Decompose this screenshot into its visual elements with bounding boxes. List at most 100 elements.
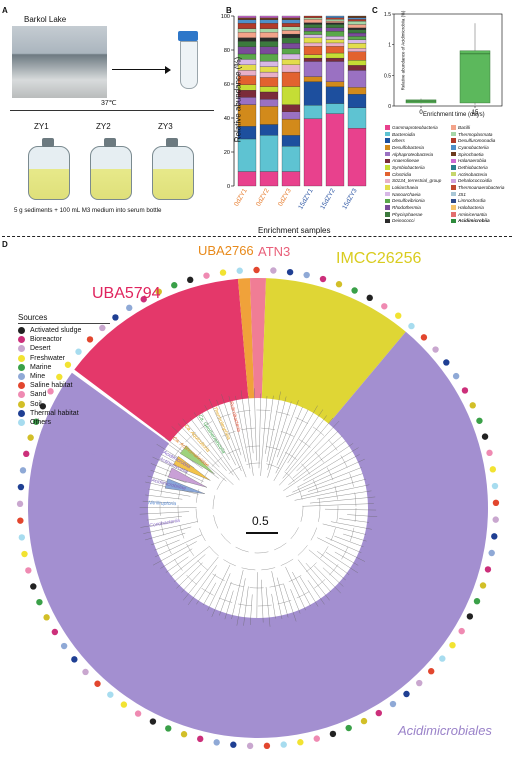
source-dot <box>107 691 113 697</box>
source-dot <box>18 327 25 334</box>
serum-bottle-2 <box>90 146 132 200</box>
legend-item: Thermoplasmata <box>451 131 513 138</box>
bar-segment <box>282 112 300 119</box>
bar-segment <box>260 29 278 33</box>
source-item: Desert <box>18 344 110 353</box>
bar-segment <box>348 108 366 128</box>
bar-segment <box>304 24 322 27</box>
bar-segment <box>282 87 300 105</box>
source-dot <box>112 314 118 320</box>
source-dot <box>18 345 25 352</box>
y-tick-label: 60 <box>224 82 230 88</box>
source-label: Mine <box>30 373 45 380</box>
bar-segment <box>348 40 366 43</box>
legend-label: Aminicenantia <box>458 212 487 217</box>
source-dot <box>52 629 58 635</box>
source-dot <box>237 268 243 274</box>
legend-swatch <box>451 192 456 197</box>
arrow-head-icon <box>165 66 171 74</box>
bar-segment <box>326 24 344 27</box>
legend-swatch <box>385 125 390 130</box>
y-tick-label: 40 <box>224 116 230 122</box>
legend-item: Limnochordia <box>451 198 513 205</box>
legend-swatch <box>451 138 456 143</box>
legend-swatch <box>385 185 390 190</box>
legend-item: Phycisphaerae <box>385 211 447 218</box>
legend-swatch <box>385 138 390 143</box>
bar-segment <box>348 18 366 20</box>
source-dot <box>21 551 27 557</box>
bottle-label-2: ZY2 <box>96 122 111 131</box>
legend-swatch <box>451 165 456 170</box>
bar-segment <box>304 16 322 18</box>
source-dot <box>27 434 33 440</box>
legend-swatch <box>451 205 456 210</box>
bar-segment <box>282 105 300 112</box>
bar-segment <box>348 33 366 36</box>
source-dot <box>30 583 36 589</box>
source-dot <box>458 628 464 634</box>
source-dot <box>443 359 449 365</box>
source-dot <box>82 669 88 675</box>
source-label: Bioreactor <box>30 336 62 343</box>
legend-label: Dethiobacteria <box>458 165 488 170</box>
legend-item: others <box>385 137 447 144</box>
bar-segment <box>348 128 366 186</box>
bar-segment <box>260 87 278 92</box>
source-label: Activated sludge <box>30 327 81 334</box>
bar-segment <box>348 21 366 24</box>
source-dot <box>43 614 49 620</box>
bar-segment <box>326 53 344 58</box>
source-dot <box>94 681 100 687</box>
source-dot <box>19 534 25 540</box>
source-dot <box>17 501 23 507</box>
clade-label-atn3: ATN3 <box>258 244 290 259</box>
source-dot <box>135 710 141 716</box>
legend-label: Gammaproteobacteria <box>392 125 438 130</box>
legend-label: Bacilli <box>458 125 470 130</box>
legend-label: Thermoplasmata <box>458 132 492 137</box>
source-dot <box>476 418 482 424</box>
bar-segment <box>304 31 322 34</box>
bar-segment <box>326 87 344 104</box>
source-dot <box>18 391 25 398</box>
bar-segment <box>260 47 278 54</box>
legend-item: Symbiobacteriia <box>385 164 447 171</box>
legend-swatch <box>385 159 390 164</box>
source-dot <box>320 276 326 282</box>
bar-segment <box>348 28 366 30</box>
bar-segment <box>326 46 344 53</box>
bar-segment <box>260 54 278 61</box>
bar-segment <box>282 23 300 27</box>
source-dot <box>297 739 303 745</box>
bar-segment <box>304 77 322 82</box>
legend-swatch <box>385 172 390 177</box>
legend-item: Bacilli <box>451 124 513 131</box>
box-y-tick-label: 1 <box>388 43 391 49</box>
bar-segment <box>260 18 278 20</box>
bar-segment <box>304 82 322 106</box>
source-item: Mine <box>18 372 110 381</box>
legend-label: Rhodothermia <box>392 205 421 210</box>
source-item: Soil <box>18 400 110 409</box>
scale-bar-label: 0.5 <box>252 514 269 528</box>
scale-bar <box>246 532 278 534</box>
bar-segment <box>282 146 300 171</box>
legend-item: Acidimicrobiia <box>451 218 513 225</box>
source-dot <box>18 419 25 426</box>
source-dot <box>20 467 26 473</box>
source-dot <box>330 731 336 737</box>
lake-photo <box>12 26 107 98</box>
bar-segment <box>238 172 256 186</box>
y-axis-label: Relative abundance (%) <box>234 40 243 160</box>
bar-segment <box>304 28 322 31</box>
bar-segment <box>260 38 278 42</box>
bar-segment <box>326 104 344 114</box>
source-item: Freshwater <box>18 354 110 363</box>
bar-segment <box>348 16 366 18</box>
legend-item: Deinococci <box>385 218 447 225</box>
source-dot <box>314 735 320 741</box>
legend-swatch <box>385 145 390 150</box>
legend-label: others <box>392 138 405 143</box>
panel-divider <box>2 236 512 237</box>
